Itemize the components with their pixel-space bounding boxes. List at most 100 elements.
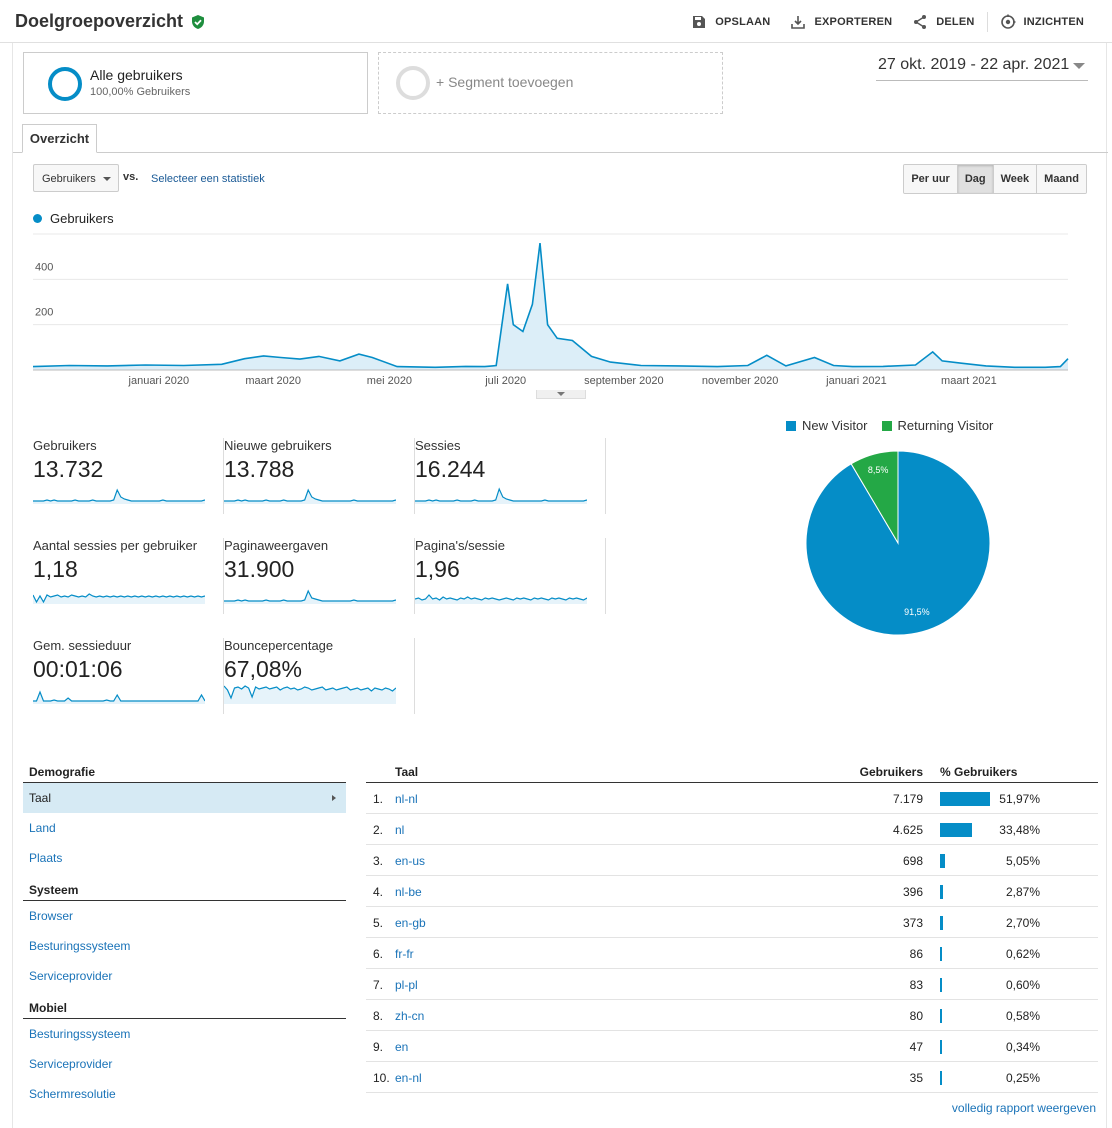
users-count: 35 [909,1071,923,1085]
language-link[interactable]: pl-pl [395,978,418,992]
percent-bar [940,885,943,899]
language-link[interactable]: en-gb [395,916,426,930]
demographics-item[interactable]: Serviceprovider [23,961,346,991]
percent-value: 5,05% [1005,854,1040,868]
granularity-toggle: Per uur Dag Week Maand [903,164,1087,194]
users-count: 80 [909,1009,923,1023]
metric-label: Paginaweergaven [224,538,329,553]
metric-card[interactable]: Sessies 16.244 [415,438,606,514]
table-header: Taal Gebruikers % Gebruikers [366,761,1098,783]
export-button[interactable]: EXPORTEREN [780,12,902,32]
metric-card[interactable]: Bouncepercentage 67,08% [224,638,415,714]
metric-divider [223,538,224,614]
granularity-day-button[interactable]: Dag [956,165,993,193]
language-link[interactable]: en [395,1040,409,1054]
x-tick-label: januari 2021 [825,375,887,387]
legend-new-visitor: New Visitor [786,418,868,433]
segment-subtitle: 100,00% Gebruikers [90,86,191,98]
users-line [33,243,1069,369]
metric-select[interactable]: Gebruikers [33,164,119,192]
metric-sparkline [33,488,205,504]
percent-value: 2,87% [1005,885,1040,899]
row-index: 4. [373,885,384,899]
demographics-item[interactable]: Besturingssysteem [23,1019,346,1049]
metric-select-value: Gebruikers [42,173,96,185]
demographics-item[interactable]: Plaats [23,843,346,873]
language-link[interactable]: en-us [395,854,426,868]
metric-value: 13.788 [224,456,295,482]
metric-value: 00:01:06 [33,656,123,682]
metric-divider [223,438,224,514]
metric-divider [223,638,224,714]
segment-all-users[interactable]: Alle gebruikers 100,00% Gebruikers [23,52,368,114]
demographics-item[interactable]: Serviceprovider [23,1049,346,1079]
select-statistic-link[interactable]: Selecteer een statistiek [151,173,265,185]
language-link[interactable]: nl [395,823,405,837]
metric-value: 16.244 [415,456,486,482]
metric-sparkline [33,593,205,604]
metric-label: Bouncepercentage [224,638,334,653]
metric-card[interactable]: Pagina's/sessie 1,96 [415,538,606,614]
demographics-item[interactable]: Schermresolutie [23,1079,346,1109]
demographics-item[interactable]: Land [23,813,346,843]
language-link[interactable]: nl-nl [395,792,418,806]
row-index: 1. [373,792,384,806]
tab-overview[interactable]: Overzicht [22,124,97,153]
legend-label: Gebruikers [50,211,114,226]
legend-dot [33,214,42,223]
granularity-week-button[interactable]: Week [992,165,1037,193]
metric-card[interactable]: Aantal sessies per gebruiker 1,18 [33,538,224,614]
percent-bar [940,1009,942,1023]
language-link[interactable]: en-nl [395,1071,422,1085]
save-button[interactable]: OPSLAAN [681,12,780,32]
pie-slice-label: 91,5% [904,607,930,617]
granularity-hour-button[interactable]: Per uur [904,165,957,193]
add-segment-button[interactable]: + Segment toevoegen [378,52,723,114]
language-link[interactable]: nl-be [395,885,422,899]
pie-slice[interactable] [850,450,899,545]
users-count: 86 [909,947,923,961]
percent-value: 0,34% [1005,1040,1040,1054]
sparkline-line [33,593,205,604]
chart-resize-handle[interactable] [536,390,586,399]
percent-bar [940,1071,942,1085]
row-index: 6. [373,947,384,961]
legend-swatch [881,420,892,431]
chevron-right-icon [332,795,336,801]
metric-label: Pagina's/sessie [415,538,505,553]
page-title-text: Doelgroepoverzicht [15,11,184,31]
date-range-picker[interactable]: 27 okt. 2019 - 22 apr. 2021 [876,55,1088,81]
pie-slice-label: 8,5% [868,465,889,475]
demographics-section-title: Systeem [23,879,346,901]
metric-divider [414,638,415,714]
insights-button[interactable]: INZICHTEN [990,12,1094,32]
percent-value: 0,58% [1005,1009,1040,1023]
percent-bar [940,823,973,837]
x-tick-label: november 2020 [702,375,778,387]
users-count: 396 [902,885,923,899]
table-row: 9. en 47 0,34% [366,1031,1098,1062]
header-language: Taal [395,765,419,779]
legend-label: Returning Visitor [897,418,994,433]
metric-card[interactable]: Nieuwe gebruikers 13.788 [224,438,415,514]
demographics-item[interactable]: Besturingssysteem [23,931,346,961]
metric-card[interactable]: Gem. sessieduur 00:01:06 [33,638,224,714]
x-tick-label: maart 2021 [941,375,997,387]
granularity-month-button[interactable]: Maand [1036,165,1086,193]
metric-sparkline [224,685,396,704]
table-row: 4. nl-be 396 2,87% [366,876,1098,907]
metric-card[interactable]: Paginaweergaven 31.900 [224,538,415,614]
demographics-item[interactable]: Browser [23,901,346,931]
users-count: 698 [902,854,923,868]
language-link[interactable]: fr-fr [395,947,414,961]
share-button[interactable]: DELEN [902,12,984,32]
metric-sparkline [415,487,587,504]
percent-value: 33,48% [999,823,1040,837]
demographics-item[interactable]: Taal [23,783,346,813]
metric-divider [605,438,606,514]
metric-card[interactable]: Gebruikers 13.732 [33,438,224,514]
insights-label: INZICHTEN [1023,16,1084,28]
language-link[interactable]: zh-cn [395,1009,425,1023]
full-report-link[interactable]: volledig rapport weergeven [951,1101,1096,1115]
